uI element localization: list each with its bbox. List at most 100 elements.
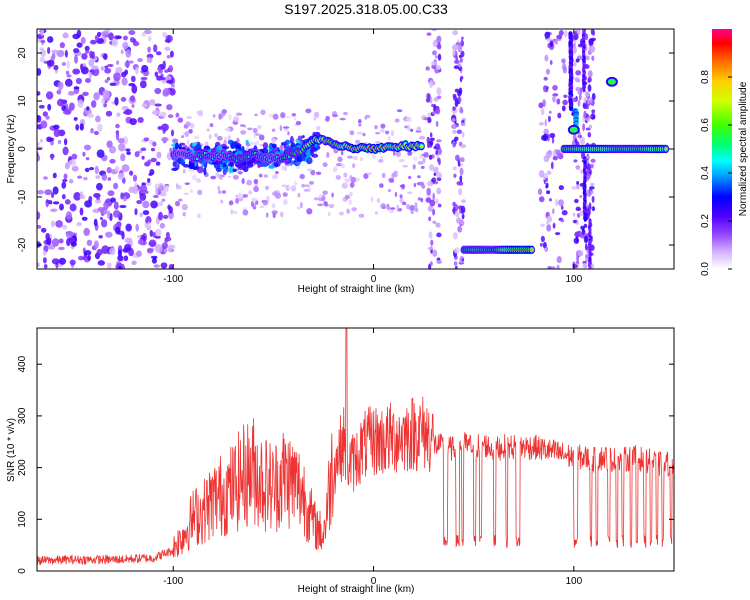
noise-blob [453, 65, 459, 69]
noise-blob [380, 155, 384, 160]
noise-blob [285, 115, 291, 119]
noise-blob [386, 204, 391, 211]
noise-blob [435, 55, 438, 59]
noise-blob [344, 177, 351, 183]
noise-blob [556, 149, 561, 158]
ridge-blob [245, 139, 249, 145]
noise-blob [351, 207, 358, 212]
noise-blob [573, 32, 579, 41]
noise-blob [432, 220, 437, 224]
noise-blob [129, 95, 136, 102]
noise-blob [210, 175, 217, 180]
noise-blob [455, 42, 461, 46]
noise-blob [432, 192, 435, 201]
noise-blob [77, 175, 83, 179]
noise-blob [137, 238, 144, 245]
ridge-blob [289, 135, 294, 144]
ridge-blob [202, 158, 207, 165]
noise-blob [129, 118, 137, 126]
x-tick-label: -100 [163, 576, 183, 587]
noise-blob [174, 200, 181, 207]
ridge-blob [195, 143, 202, 151]
noise-blob [576, 181, 579, 185]
noise-blob [427, 116, 432, 124]
noise-blob [97, 206, 106, 212]
noise-blob [65, 211, 72, 220]
noise-blob [104, 79, 109, 84]
ridge-blob [235, 142, 242, 150]
noise-blob [571, 185, 577, 190]
noise-blob [70, 241, 77, 247]
noise-blob [128, 186, 136, 194]
noise-blob [326, 151, 330, 158]
noise-blob [184, 182, 190, 186]
noise-blob [427, 180, 434, 187]
noise-blob [315, 171, 322, 175]
noise-blob [316, 126, 321, 131]
noise-blob [52, 124, 60, 130]
noise-blob [206, 128, 210, 132]
noise-blob [417, 161, 424, 165]
noise-blob [105, 110, 113, 117]
noise-blob [573, 159, 578, 163]
snr-series-line [37, 328, 674, 566]
noise-blob [457, 225, 463, 233]
noise-blob [549, 132, 556, 139]
noise-blob [155, 187, 159, 196]
noise-blob [114, 165, 120, 172]
noise-blob [57, 81, 64, 91]
noise-blob [56, 89, 62, 95]
noise-blob [120, 49, 124, 54]
noise-blob [189, 189, 193, 193]
noise-blob [113, 201, 119, 210]
noise-blob [545, 182, 549, 188]
noise-blob [590, 37, 597, 42]
noise-blob [62, 178, 68, 183]
noise-blob [576, 221, 579, 225]
noise-blob [341, 185, 346, 189]
noise-blob [331, 192, 334, 198]
noise-blob [64, 78, 73, 87]
noise-blob [418, 135, 426, 140]
noise-blob [549, 60, 553, 65]
noise-blob [160, 262, 168, 269]
noise-blob [540, 235, 545, 243]
noise-blob [587, 132, 592, 138]
noise-blob [287, 131, 290, 136]
noise-blob [454, 88, 460, 93]
noise-blob [131, 260, 137, 266]
noise-blob [75, 77, 82, 85]
noise-blob [580, 169, 584, 174]
snr-marks [37, 328, 674, 566]
noise-blob [544, 118, 548, 127]
noise-blob [374, 211, 379, 215]
noise-blob [91, 67, 100, 77]
noise-blob [139, 212, 143, 218]
noise-blob [436, 187, 442, 195]
noise-blob [103, 201, 109, 211]
noise-blob [324, 203, 329, 207]
noise-blob [390, 207, 396, 210]
noise-blob [87, 113, 95, 118]
noise-blob [429, 96, 433, 104]
noise-blob [111, 38, 118, 47]
noise-blob [87, 255, 91, 261]
noise-blob [45, 115, 50, 120]
noise-blob [436, 232, 442, 238]
noise-blob [106, 210, 111, 219]
noise-blob [99, 216, 103, 221]
noise-blob [230, 208, 234, 215]
noise-blob [137, 234, 142, 239]
noise-blob [579, 194, 583, 199]
noise-blob [542, 133, 549, 142]
noise-blob [120, 97, 127, 102]
noise-blob [279, 144, 284, 151]
noise-blob [459, 157, 465, 163]
noise-blob [340, 163, 345, 169]
noise-blob [295, 120, 302, 126]
noise-blob [79, 63, 84, 71]
noise-blob [182, 168, 186, 174]
noise-blob [589, 186, 595, 190]
noise-blob [112, 210, 121, 218]
noise-blob [167, 244, 174, 253]
